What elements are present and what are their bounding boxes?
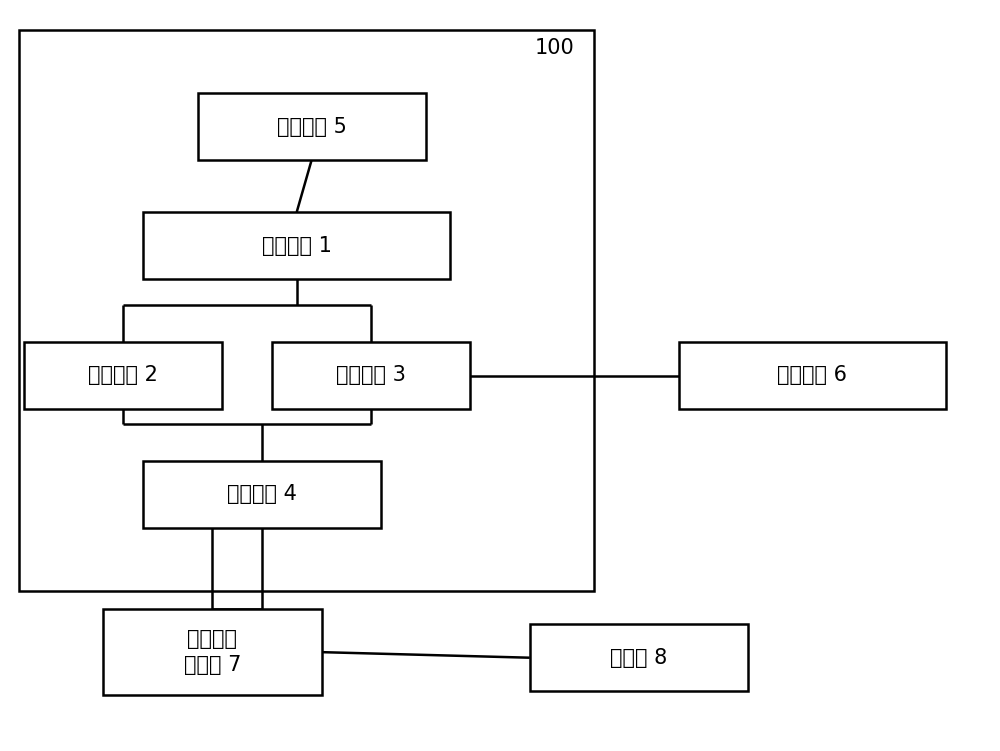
Text: 激光器 8: 激光器 8 — [610, 647, 667, 668]
Text: 人机界面 5: 人机界面 5 — [277, 116, 347, 137]
Bar — [272, 342, 470, 409]
Bar — [530, 624, 748, 691]
Bar — [103, 610, 322, 695]
Text: 100: 100 — [535, 38, 574, 58]
Text: 控制单元 1: 控制单元 1 — [262, 236, 332, 255]
Bar — [143, 461, 381, 528]
Text: 接收单元 3: 接收单元 3 — [336, 366, 406, 385]
Bar — [24, 342, 222, 409]
Bar — [198, 93, 426, 160]
Text: 总线接口 4: 总线接口 4 — [227, 484, 297, 505]
Text: 激光器驱
动电源 7: 激光器驱 动电源 7 — [184, 629, 241, 675]
Bar — [143, 212, 450, 279]
Text: 发送单元 2: 发送单元 2 — [88, 366, 158, 385]
Text: 远程终端 6: 远程终端 6 — [777, 366, 847, 385]
Bar — [19, 30, 594, 591]
Bar — [679, 342, 946, 409]
